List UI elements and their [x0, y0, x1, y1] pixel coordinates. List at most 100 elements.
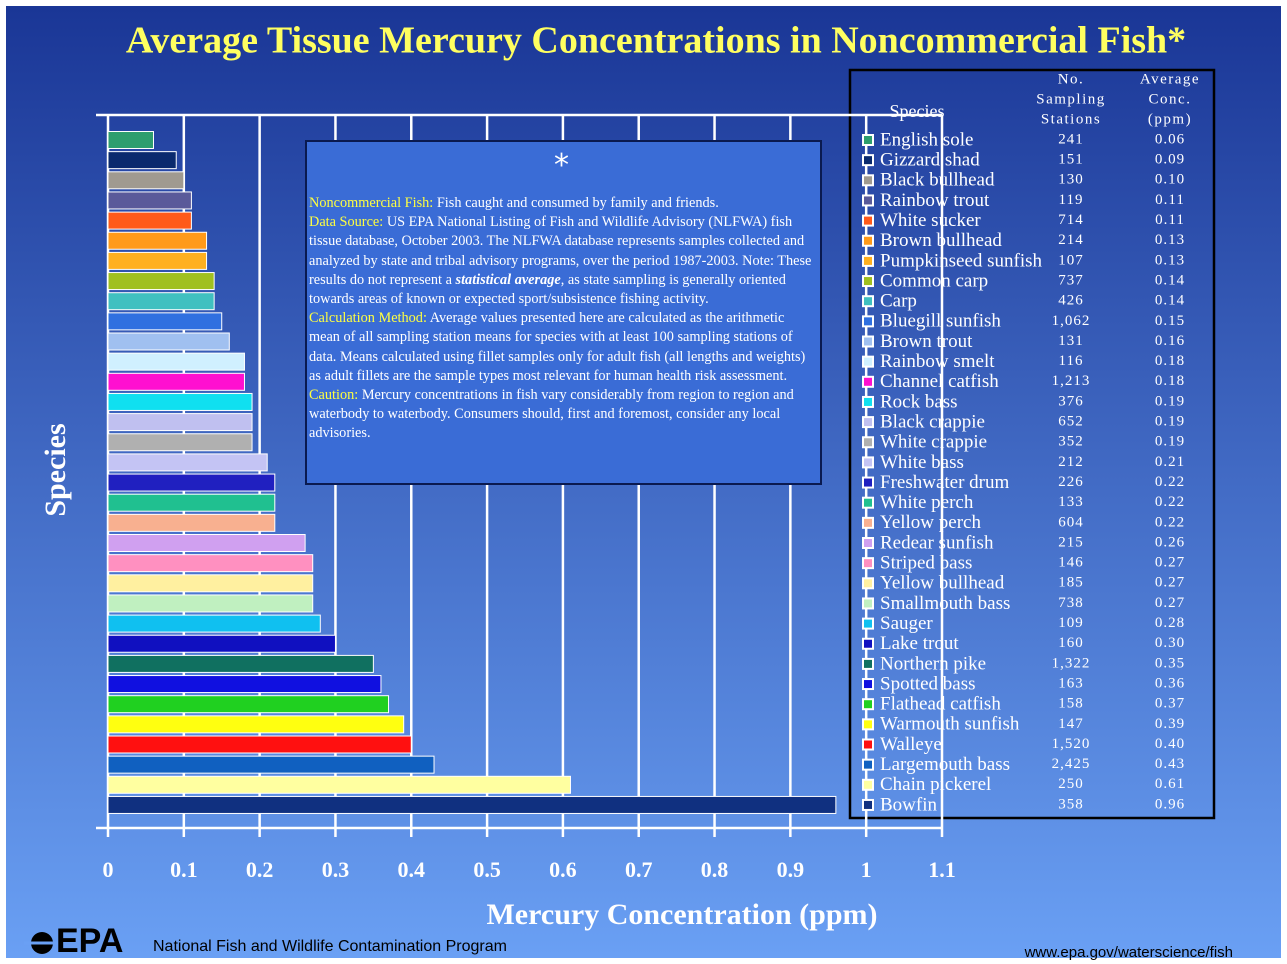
note-paragraph: Calculation Method: Average values prese… — [309, 309, 814, 386]
species-name: Common carp — [880, 270, 988, 291]
conc-value: 0.18 — [1155, 373, 1185, 389]
conc-value: 0.09 — [1155, 152, 1185, 168]
legend-swatch — [862, 557, 874, 570]
note-label: Noncommercial Fish: — [309, 195, 434, 211]
legend-swatch — [862, 194, 874, 207]
bar — [107, 775, 571, 794]
bar — [107, 594, 314, 613]
station-count: 185 — [1058, 575, 1084, 591]
station-count: 714 — [1058, 212, 1084, 228]
station-count: 212 — [1058, 454, 1084, 470]
legend-swatch — [862, 678, 874, 691]
species-name: Chain pickerel — [880, 774, 991, 795]
legend-swatch — [862, 416, 874, 429]
note-paragraph: Caution: Mercury concentrations in fish … — [309, 386, 814, 444]
conc-value: 0.16 — [1155, 333, 1185, 349]
species-name: Walleye — [880, 734, 942, 755]
note-paragraph: Noncommercial Fish: Fish caught and cons… — [309, 194, 814, 213]
table-header: Species — [890, 101, 945, 121]
species-name: Freshwater drum — [880, 472, 1009, 493]
bar — [107, 755, 435, 774]
note-paragraph: Data Source: US EPA National Listing of … — [309, 213, 814, 309]
x-tick-label: 0.1 — [170, 857, 198, 882]
legend-swatch — [862, 436, 874, 449]
conc-value: 0.19 — [1155, 393, 1185, 409]
conc-value: 0.61 — [1155, 776, 1185, 792]
species-name: Flathead catfish — [880, 694, 1001, 715]
conc-value: 0.27 — [1155, 555, 1185, 571]
species-name: Carp — [880, 291, 917, 312]
species-name: Spotted bass — [880, 673, 976, 694]
conc-value: 0.27 — [1155, 575, 1185, 591]
legend-swatch — [862, 395, 874, 408]
station-count: 652 — [1058, 414, 1084, 430]
legend-swatch — [862, 597, 874, 610]
species-name: Brown bullhead — [880, 230, 1002, 251]
bar — [107, 251, 208, 270]
station-count: 250 — [1058, 776, 1084, 792]
station-count: 109 — [1058, 615, 1084, 631]
conc-value: 0.22 — [1155, 494, 1185, 510]
bar — [107, 231, 208, 250]
x-tick-label: 0 — [103, 857, 114, 882]
x-tick-label: 0.2 — [246, 857, 274, 882]
legend-swatch — [862, 516, 874, 529]
species-name: White perch — [880, 492, 974, 513]
bar — [107, 473, 276, 492]
note-text: , as state sampling is generally oriente… — [309, 271, 786, 308]
species-name: Channel catfish — [880, 371, 999, 392]
legend-swatch — [862, 174, 874, 187]
conc-value: 0.15 — [1155, 313, 1185, 329]
station-count: 160 — [1058, 635, 1084, 651]
conc-value: 0.35 — [1155, 655, 1185, 671]
station-count: 116 — [1059, 353, 1084, 369]
species-name: Brown trout — [880, 331, 973, 352]
station-count: 214 — [1058, 232, 1084, 248]
legend-swatch — [862, 798, 874, 811]
species-name: White sucker — [880, 210, 981, 231]
species-name: Bowfin — [880, 794, 938, 815]
station-count: 107 — [1058, 252, 1084, 268]
note-label: Caution: — [309, 387, 359, 404]
legend-swatch — [862, 375, 874, 388]
legend-swatch — [862, 335, 874, 348]
conc-value: 0.36 — [1155, 675, 1185, 691]
bar — [107, 171, 185, 190]
bar — [107, 352, 245, 371]
station-count: 146 — [1058, 555, 1084, 571]
species-name: White crappie — [880, 432, 987, 453]
legend-swatch — [862, 718, 874, 731]
legend-swatch — [862, 254, 874, 267]
station-count: 119 — [1059, 192, 1084, 208]
legend-swatch — [862, 234, 874, 247]
conc-value: 0.22 — [1155, 514, 1185, 530]
bar — [107, 493, 276, 512]
species-name: Black crappie — [880, 411, 985, 432]
legend-swatch — [862, 758, 874, 771]
conc-value: 0.11 — [1155, 192, 1185, 208]
bar — [107, 534, 306, 552]
note-label: Data Source: — [309, 214, 384, 231]
conc-value: 0.06 — [1155, 131, 1185, 147]
species-name: Sauger — [880, 613, 933, 634]
conc-value: 0.30 — [1155, 635, 1185, 651]
conc-value: 0.14 — [1155, 272, 1185, 288]
bar — [107, 151, 177, 170]
bar — [107, 433, 253, 452]
station-count: 738 — [1058, 595, 1084, 611]
bar — [107, 614, 321, 633]
note-text: US EPA National Listing of Fish and Wild… — [309, 214, 812, 288]
table-header: Average — [1140, 71, 1200, 87]
table-header: Conc. — [1149, 91, 1192, 107]
conc-value: 0.40 — [1155, 736, 1185, 752]
note-text: Average values presented here are calcul… — [309, 310, 806, 384]
legend-swatch — [862, 315, 874, 328]
chart-title: Average Tissue Mercury Concentrations in… — [126, 20, 1186, 62]
species-name: Rainbow smelt — [880, 351, 995, 372]
bar — [107, 554, 314, 573]
note-emphasis: statistical average — [455, 271, 561, 288]
bar — [107, 131, 154, 149]
conc-value: 0.21 — [1155, 454, 1185, 470]
note-box: * Noncommercial Fish: Fish caught and con… — [305, 140, 822, 485]
